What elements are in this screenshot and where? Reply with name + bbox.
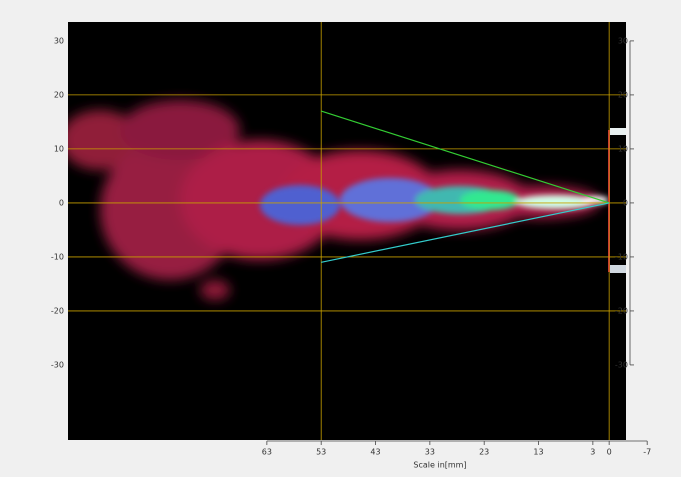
y-tick-label: -10 [51,252,64,261]
y-tick-label-right: 10 [618,144,628,153]
x-tick-label: 53 [316,448,326,457]
x-tick-label: 0 [607,448,612,457]
y-tick-label: -20 [51,306,64,315]
chart: Scale in[mm] 30302020101000-10-10-20-20-… [0,0,681,477]
y-tick-label-right: -10 [615,252,628,261]
y-tick-label-right: -30 [615,360,628,369]
x-tick-label: 13 [533,448,543,457]
x-tick-label: 3 [590,448,595,457]
y-tick-label: 20 [54,90,64,99]
x-axis-label: Scale in[mm] [413,461,466,470]
y-tick-label-right: 0 [623,198,628,207]
x-tick-label: 43 [370,448,380,457]
y-tick-label: -30 [51,360,64,369]
y-tick-label: 30 [54,36,64,45]
x-tick-label: -7 [643,448,651,457]
page: {"chart_data": {"type": "image", "xlabel… [0,0,681,477]
x-tick-label: 33 [425,448,435,457]
y-tick-label-right: -20 [615,306,628,315]
y-tick-label-right: 30 [618,36,628,45]
y-tick-label-right: 20 [618,90,628,99]
x-tick-label: 23 [479,448,489,457]
y-tick-label: 10 [54,144,64,153]
x-tick-label: 63 [262,448,272,457]
y-tick-label: 0 [59,198,64,207]
